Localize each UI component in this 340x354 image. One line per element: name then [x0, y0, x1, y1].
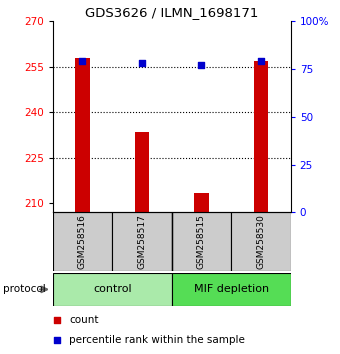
Bar [135, 132, 149, 212]
Text: GSM258517: GSM258517 [137, 214, 147, 269]
Title: GDS3626 / ILMN_1698171: GDS3626 / ILMN_1698171 [85, 6, 258, 19]
Point [55, 317, 60, 323]
Bar [231, 212, 291, 271]
Bar [53, 212, 112, 271]
Point [258, 58, 264, 64]
Text: MIF depletion: MIF depletion [194, 284, 269, 295]
Point [55, 337, 60, 343]
Text: count: count [69, 315, 99, 325]
Bar [254, 61, 268, 212]
Point [199, 62, 204, 68]
Text: control: control [93, 284, 132, 295]
Bar [112, 212, 172, 271]
Bar [75, 58, 90, 212]
Point [139, 61, 145, 66]
Text: GSM258515: GSM258515 [197, 214, 206, 269]
Text: GSM258516: GSM258516 [78, 214, 87, 269]
Point [80, 58, 85, 64]
Bar [172, 273, 291, 306]
Text: percentile rank within the sample: percentile rank within the sample [69, 335, 245, 345]
Text: protocol: protocol [3, 284, 46, 295]
Text: GSM258530: GSM258530 [256, 214, 266, 269]
Bar [172, 212, 231, 271]
Bar [53, 273, 172, 306]
Bar [194, 193, 209, 212]
